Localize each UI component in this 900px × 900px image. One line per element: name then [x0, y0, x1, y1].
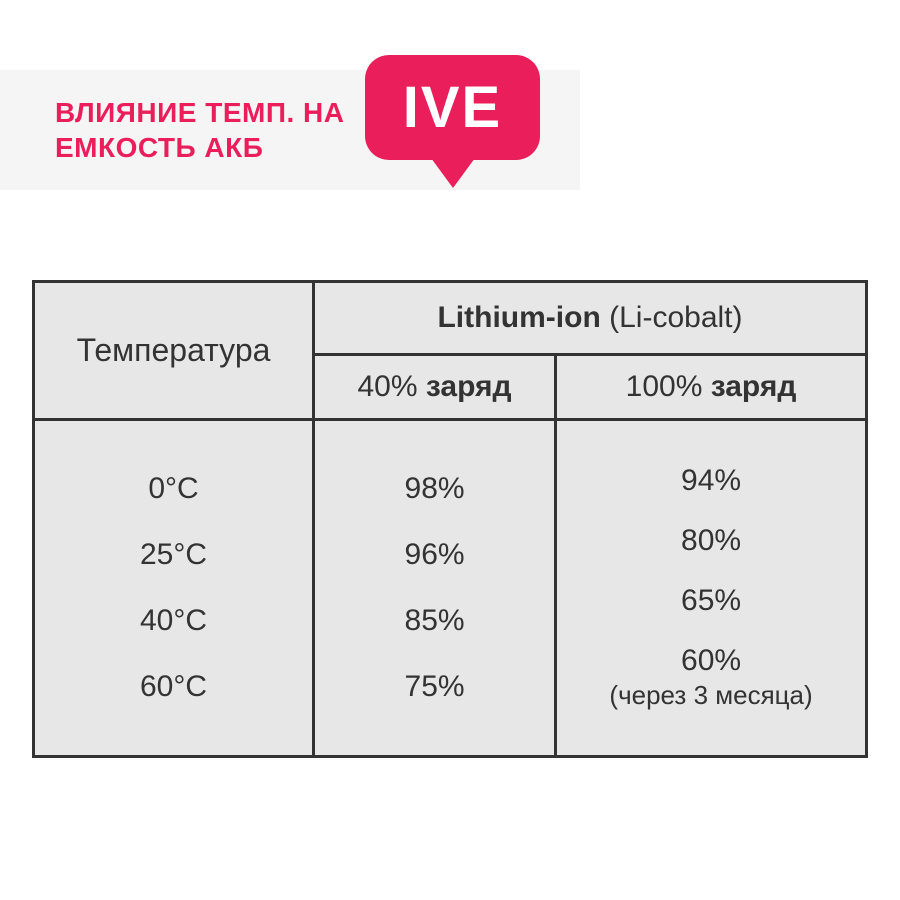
c100-3: 60% (через 3 месяца): [565, 631, 857, 725]
col-header-lithium: Lithium-ion (Li-cobalt): [314, 282, 867, 355]
cell-c100: 94% 80% 65% 60% (через 3 месяца): [556, 420, 867, 757]
c40-prefix: 40%: [358, 370, 426, 403]
cell-c40: 98% 96% 85% 75%: [314, 420, 556, 757]
title-line-2: ЕМКОСТЬ АКБ: [55, 130, 344, 165]
temp-0: 0°C: [43, 456, 304, 522]
c40-bold: заряд: [426, 370, 512, 403]
col-header-40: 40% заряд: [314, 355, 556, 420]
table: Температура Lithium-ion (Li-cobalt) 40% …: [32, 280, 868, 758]
c40-0: 98%: [323, 456, 546, 522]
c100-2: 65%: [565, 571, 857, 631]
c40-3: 75%: [323, 654, 546, 720]
c100-0: 94%: [565, 451, 857, 511]
lithium-bold: Lithium-ion: [437, 301, 600, 334]
c100-3-note: (через 3 месяца): [609, 680, 812, 710]
c100-prefix: 100%: [626, 370, 711, 403]
lithium-rest: (Li-cobalt): [601, 301, 743, 334]
table-row: 0°C 25°C 40°C 60°C 98% 96% 85% 75% 94% 8…: [34, 420, 867, 757]
c40-2: 85%: [323, 588, 546, 654]
temp-1: 25°C: [43, 522, 304, 588]
capacity-table: Температура Lithium-ion (Li-cobalt) 40% …: [32, 280, 868, 758]
c100-3-val: 60%: [681, 644, 741, 677]
logo: IVE: [365, 55, 540, 195]
c40-1: 96%: [323, 522, 546, 588]
logo-text: IVE: [403, 74, 503, 141]
temp-2: 40°C: [43, 588, 304, 654]
page-title: ВЛИЯНИЕ ТЕМП. НА ЕМКОСТЬ АКБ: [55, 95, 344, 165]
col-header-temperature: Температура: [34, 282, 314, 420]
cell-temp: 0°C 25°C 40°C 60°C: [34, 420, 314, 757]
title-line-1: ВЛИЯНИЕ ТЕМП. НА: [55, 95, 344, 130]
temp-3: 60°C: [43, 654, 304, 720]
logo-body: IVE: [365, 55, 540, 160]
speech-pointer-icon: [431, 158, 475, 188]
c100-1: 80%: [565, 511, 857, 571]
c100-bold: заряд: [711, 370, 797, 403]
col-header-100: 100% заряд: [556, 355, 867, 420]
